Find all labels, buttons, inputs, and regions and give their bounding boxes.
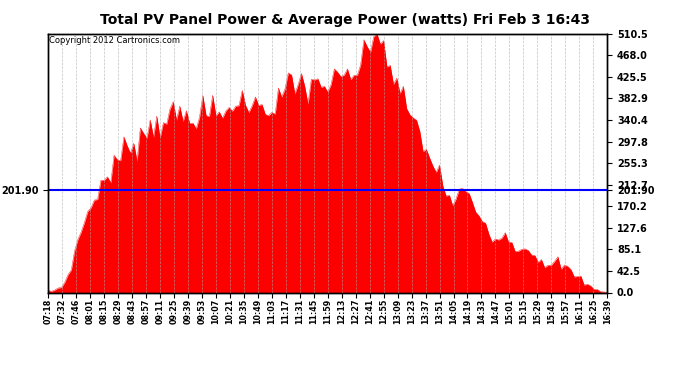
Text: Copyright 2012 Cartronics.com: Copyright 2012 Cartronics.com [50, 36, 180, 45]
Text: Total PV Panel Power & Average Power (watts) Fri Feb 3 16:43: Total PV Panel Power & Average Power (wa… [100, 13, 590, 27]
